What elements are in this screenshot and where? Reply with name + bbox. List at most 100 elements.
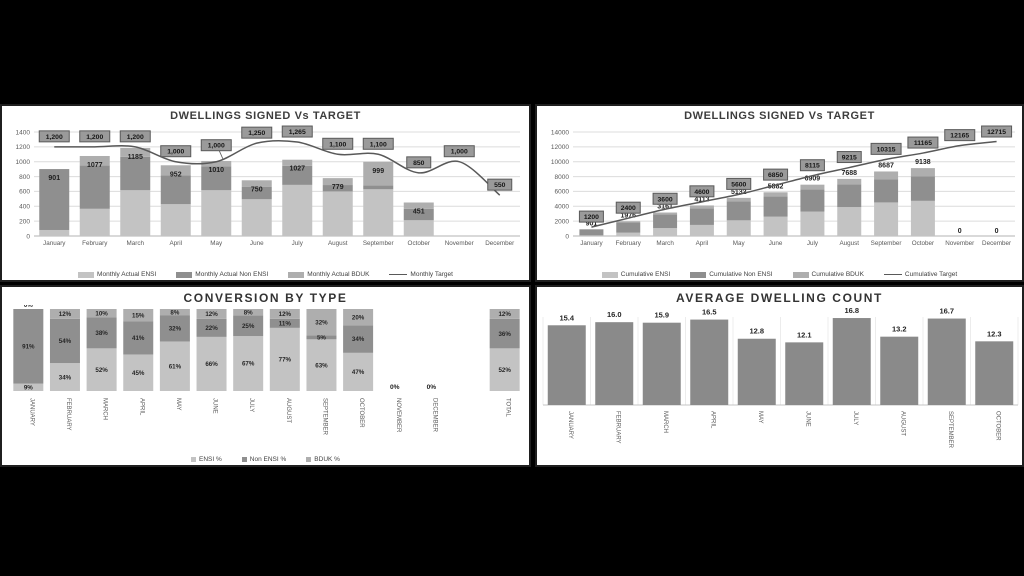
zero-label: 0%	[390, 384, 400, 391]
bar-segment	[86, 348, 117, 391]
series-legend-swatch	[690, 271, 707, 278]
x-axis-label: October	[408, 240, 430, 247]
target-value-box	[281, 125, 313, 138]
target-value-box	[981, 125, 1013, 138]
legend-label: Monthly Actual ENSI	[97, 271, 157, 278]
conversion-by-type-chart-plot: 9% 91% 0% JANUARY 34% 54% 12% FEBRUARY 52% 38% 10%…	[2, 305, 529, 447]
x-axis-label: OCTOBER	[994, 411, 1000, 441]
bar-value-label: 12.1	[797, 330, 812, 339]
target-value-label: 12715	[987, 129, 1006, 136]
segment-percent-label: 34%	[59, 374, 72, 381]
bar-segment	[306, 339, 337, 391]
bar-segment	[39, 229, 70, 236]
target-value-label: 6850	[768, 172, 783, 179]
bar-segment	[306, 309, 337, 336]
x-axis-label: SEPTEMBER	[947, 411, 953, 449]
average-dwelling-count-chart-plot: 15.4 JANUARY 16.0 FEBRUARY 15.9 MARCH 16.5 APRI…	[537, 305, 1022, 463]
bar-segment	[79, 165, 110, 209]
target-value-box	[38, 130, 70, 143]
legend-item: Cumulative Non ENSI	[690, 271, 773, 278]
segment-percent-label: 32%	[315, 319, 328, 326]
target-value-box	[241, 126, 273, 139]
segment-percent-label: 12%	[498, 311, 511, 318]
segment-percent-label: 12%	[205, 311, 218, 318]
bar-segment	[403, 208, 434, 221]
bar-segment	[159, 309, 190, 316]
bar-total-label: 750	[251, 186, 263, 193]
y-axis-tick: 1200	[16, 144, 31, 151]
series-legend-swatch	[191, 457, 197, 462]
bar-value-label: 13.2	[892, 325, 907, 334]
target-value-label: 1,250	[248, 130, 265, 137]
bar-total-label: 8687	[878, 162, 894, 169]
bar-segment	[910, 168, 935, 177]
segment-percent-label: 22%	[205, 325, 218, 332]
average-count-chart: 15.4 JANUARY 16.0 FEBRUARY 15.9 MARCH 16.5 APRI…	[542, 306, 1019, 449]
legend-label: Cumulative ENSI	[620, 271, 671, 278]
line-legend-swatch	[883, 274, 902, 275]
target-value-label: 1,000	[167, 149, 184, 156]
x-axis-label: AUGUST	[285, 398, 291, 423]
target-value-box	[200, 139, 232, 152]
x-axis-label: June	[250, 240, 264, 247]
bar-segment	[489, 348, 520, 391]
legend-label: Monthly Actual Non ENSI	[195, 271, 269, 278]
segment-percent-label: 8%	[244, 309, 253, 316]
legend-item: Non ENSI %	[241, 456, 286, 463]
bar-segment	[763, 192, 788, 197]
x-axis-label: AUGUST	[899, 411, 905, 436]
segment-percent-label: 52%	[498, 367, 511, 374]
target-value-label: 1200	[584, 214, 599, 221]
bar-segment	[800, 184, 825, 190]
target-value-box	[836, 151, 862, 164]
target-value-box	[322, 137, 354, 150]
segment-percent-label: 54%	[59, 338, 72, 345]
bar-total-label: 5132	[731, 189, 747, 196]
bar-total-label: 5882	[768, 183, 784, 190]
target-line	[54, 139, 501, 196]
bar-segment	[653, 212, 678, 215]
target-value-box	[799, 159, 825, 172]
series-legend-swatch	[241, 457, 247, 462]
bar-segment	[120, 190, 151, 236]
x-axis-label: FEBRUARY	[65, 398, 71, 431]
bar-value-label: 16.0	[607, 310, 622, 319]
target-value-box	[652, 192, 678, 205]
bar-segment	[403, 220, 434, 236]
target-value-box	[944, 129, 976, 142]
target-value-label: 4600	[694, 189, 709, 196]
bar-segment	[233, 336, 264, 391]
x-axis-label: APRIL	[138, 398, 144, 416]
bar-total-label: 952	[170, 171, 182, 178]
bar-segment	[282, 165, 313, 185]
bar-segment	[269, 327, 300, 391]
series-legend-swatch	[306, 457, 312, 462]
y-axis-tick: 1400	[16, 129, 31, 136]
x-axis-label: FEBRUARY	[614, 411, 620, 444]
legend-label: Cumulative BDUK	[811, 271, 864, 278]
x-axis-label: MAY	[757, 411, 763, 424]
series-legend-swatch	[601, 271, 618, 278]
bar-segment	[837, 178, 862, 185]
chart-title: DWELLINGS SIGNED Vs TARGET	[684, 110, 875, 122]
series-legend-swatch	[288, 271, 305, 278]
bar-total-label: 901	[586, 220, 598, 227]
bar	[642, 322, 681, 405]
bar-segment	[874, 179, 899, 203]
segment-percent-label: 61%	[169, 363, 182, 370]
bar-segment	[322, 178, 353, 186]
bar	[927, 318, 966, 405]
segment-percent-label: 67%	[242, 361, 255, 368]
legend-label: ENSI %	[199, 456, 222, 463]
bar-segment	[86, 317, 117, 349]
bar-segment	[874, 171, 899, 180]
bar-total-label: 0	[995, 228, 999, 235]
y-axis-tick: 6000	[555, 189, 570, 196]
bar-value-label: 12.3	[987, 329, 1002, 338]
y-axis-tick: 12000	[551, 144, 569, 151]
bar-segment	[343, 352, 374, 391]
segment-percent-label: 5%	[317, 334, 326, 341]
bar	[880, 336, 919, 405]
bar-segment	[269, 309, 300, 319]
